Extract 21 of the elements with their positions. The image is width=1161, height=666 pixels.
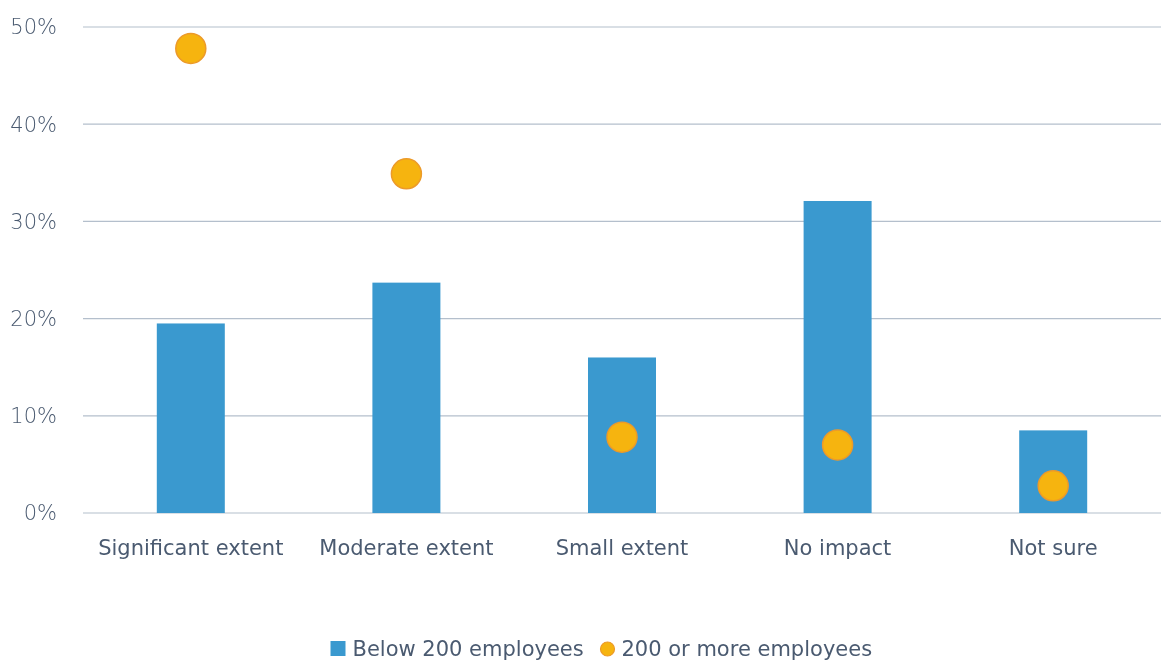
- bar: [803, 200, 872, 513]
- x-tick-label: Small extent: [555, 536, 689, 560]
- point: [390, 158, 423, 190]
- y-tick-label: 10%: [10, 404, 57, 429]
- x-tick-label: Moderate extent: [319, 536, 494, 560]
- y-tick-label: 40%: [10, 112, 57, 137]
- point: [821, 429, 854, 461]
- x-tick-label: Not sure: [1008, 536, 1098, 560]
- bar: [372, 282, 441, 513]
- x-tick-label: Significant extent: [98, 536, 284, 560]
- y-tick-label: 30%: [10, 209, 57, 234]
- y-tick-label: 0%: [23, 501, 57, 526]
- bar: [588, 357, 656, 513]
- y-tick-label: 20%: [10, 306, 57, 331]
- legend-label: 200 or more employees: [621, 637, 873, 661]
- bar: [156, 323, 225, 513]
- point: [175, 32, 207, 65]
- point: [606, 421, 638, 453]
- x-tick-label: No impact: [783, 536, 892, 560]
- y-tick-label: 50%: [10, 15, 57, 40]
- legend-label: Below 200 employees: [352, 637, 584, 661]
